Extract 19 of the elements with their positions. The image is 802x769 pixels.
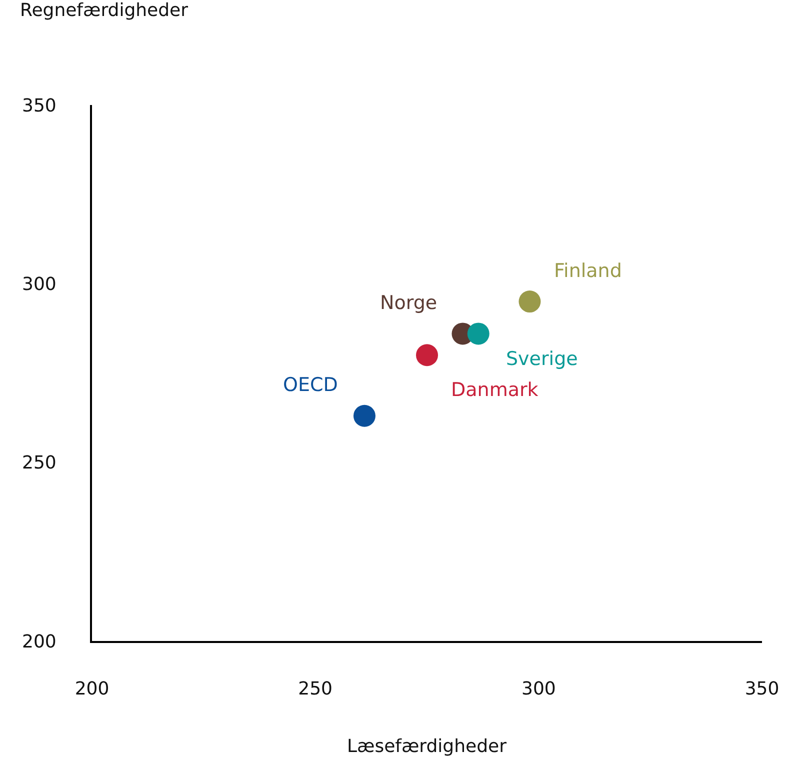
x-tick-label: 200 [74, 678, 110, 700]
y-tick-label: 300 [22, 274, 56, 295]
y-tick-label: 200 [22, 631, 56, 652]
point [416, 344, 438, 366]
point [467, 322, 490, 345]
x-tick-label: 300 [521, 678, 556, 700]
y-tick-label: 350 [22, 95, 56, 116]
x-tick-label: 350 [744, 678, 780, 700]
x-axis-title: Læsefærdigheder [347, 736, 508, 757]
x-tick-label: 250 [298, 678, 333, 700]
series-label: Finland [554, 260, 622, 282]
series-label: Norge [380, 292, 438, 314]
y-tick-label: 250 [22, 452, 56, 474]
point [353, 404, 376, 427]
series-label: Danmark [451, 379, 538, 401]
series-label: Sverige [506, 348, 578, 370]
series-label: OECD [283, 374, 338, 396]
y-axis-title: Regnefærdigheder [20, 0, 189, 21]
point [518, 290, 541, 313]
